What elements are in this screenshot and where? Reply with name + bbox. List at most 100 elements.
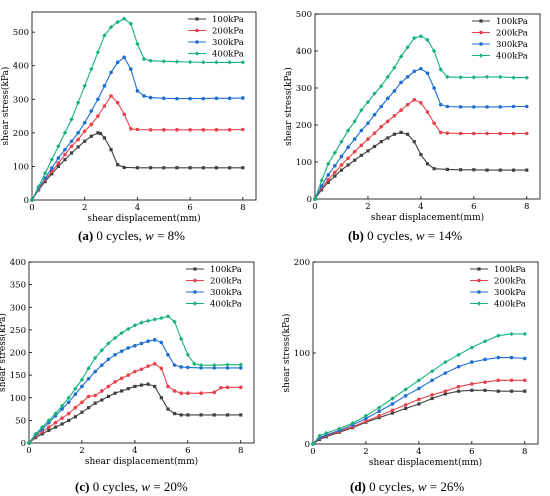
x-tick-label-d-0: 0 — [310, 447, 315, 457]
caption-a-var: w — [145, 228, 154, 243]
legend-marker-b-1 — [479, 30, 483, 35]
legend-label-b-0: 100kPa — [496, 17, 528, 27]
data-point-d-3-2 — [324, 430, 329, 436]
data-point-d-2-7 — [390, 402, 395, 406]
data-point-b-0-18 — [432, 167, 436, 171]
data-point-d-1-10 — [430, 393, 434, 397]
y-tick-label-a-1: 100 — [13, 162, 29, 172]
x-tick-label-b-4: 8 — [524, 202, 529, 212]
y-tick-label-c-2: 100 — [10, 394, 26, 404]
data-point-c-3-14 — [119, 330, 124, 336]
series-line-d-3 — [312, 333, 525, 445]
series-line-c-2 — [28, 339, 241, 444]
data-point-b-2-14 — [405, 75, 410, 79]
plot-frame-a — [31, 11, 257, 201]
data-point-b-3-0 — [312, 196, 318, 202]
caption-c: (c) 0 cycles, w = 20% — [75, 479, 188, 495]
data-point-c-1-10 — [93, 393, 97, 398]
plot-frame-b — [314, 13, 541, 200]
caption-d-var: w — [417, 479, 427, 494]
data-point-a-3-19 — [161, 59, 166, 64]
data-point-b-3-17 — [425, 37, 430, 43]
x-tick-label-c-1: 2 — [79, 446, 84, 456]
data-point-d-2-13 — [470, 360, 474, 364]
data-point-a-3-4 — [56, 144, 61, 149]
data-point-a-1-12 — [109, 94, 113, 98]
x-tick-label-d-2: 4 — [416, 447, 421, 457]
caption-b-text: 0 cycles, — [363, 228, 416, 243]
data-point-b-0-10 — [379, 140, 383, 144]
data-point-a-0-18 — [162, 166, 166, 170]
data-point-a-1-4 — [56, 161, 61, 165]
data-point-b-1-9 — [372, 131, 377, 135]
data-point-d-1-9 — [417, 397, 421, 402]
y-tick-label-c-5: 250 — [10, 326, 26, 336]
data-point-c-2-10 — [93, 369, 97, 374]
legend-marker-a-3 — [194, 51, 200, 56]
legend-label-c-3: 400kPa — [210, 300, 242, 310]
data-point-b-0-4 — [339, 168, 344, 172]
data-point-b-1-3 — [333, 170, 337, 175]
data-point-c-3-20 — [159, 315, 164, 321]
data-point-b-1-14 — [405, 102, 410, 107]
x-tick-label-d-3: 6 — [469, 447, 474, 457]
data-point-c-0-6 — [67, 418, 71, 422]
data-point-c-2-14 — [119, 349, 124, 353]
data-point-a-0-21 — [201, 166, 205, 170]
data-point-d-3-10 — [429, 369, 435, 374]
x-axis-label-c: shear displacement(mm) — [85, 456, 198, 467]
x-tick-label-c-3: 6 — [185, 446, 190, 456]
y-axis-label-b: shear stress(kPa) — [283, 67, 294, 146]
data-point-b-0-16 — [419, 153, 423, 157]
data-point-a-1-21 — [201, 128, 206, 132]
data-point-b-1-17 — [425, 110, 430, 114]
data-point-c-2-27 — [225, 366, 230, 370]
data-point-d-0-12 — [456, 389, 461, 393]
data-point-a-1-24 — [241, 127, 245, 132]
data-point-a-2-17 — [142, 94, 146, 98]
data-point-a-0-22 — [214, 166, 219, 170]
data-point-b-3-9 — [372, 91, 377, 96]
data-point-c-3-16 — [132, 323, 138, 328]
legend-marker-b-0 — [479, 19, 483, 23]
data-point-c-3-21 — [165, 314, 171, 319]
data-point-a-2-23 — [214, 96, 219, 101]
data-point-a-0-9 — [89, 134, 93, 138]
data-point-a-1-8 — [82, 129, 87, 133]
data-point-a-0-3 — [50, 172, 54, 176]
data-point-c-2-22 — [172, 363, 177, 367]
y-axis-label-c: shear stress(kPa) — [0, 313, 8, 392]
data-point-b-0-14 — [406, 132, 410, 136]
data-point-d-0-9 — [417, 402, 421, 406]
data-point-a-3-20 — [174, 59, 180, 64]
legend-marker-c-3 — [192, 301, 198, 306]
data-point-b-1-21 — [458, 131, 463, 136]
data-point-a-0-17 — [148, 166, 153, 170]
data-point-c-0-3 — [47, 428, 51, 432]
series-line-a-2 — [31, 56, 243, 201]
data-point-c-3-29 — [238, 362, 243, 367]
x-tick-label-a-1: 2 — [82, 203, 87, 213]
x-axis-label-b: shear displacement(mm) — [371, 212, 484, 223]
legend-marker-c-0 — [193, 267, 197, 271]
legend-marker-a-0 — [195, 17, 199, 21]
data-point-d-2-10 — [430, 378, 434, 383]
data-point-b-2-18 — [432, 86, 436, 90]
data-point-b-1-5 — [346, 156, 350, 161]
data-point-c-0-12 — [106, 394, 111, 398]
data-point-c-1-11 — [99, 389, 104, 393]
data-point-d-0-8 — [404, 406, 408, 411]
y-axis-label-d: shear stress(kPa) — [281, 314, 292, 393]
data-point-a-0-11 — [98, 131, 103, 136]
data-point-a-3-5 — [62, 130, 68, 136]
data-point-a-1-13 — [115, 100, 120, 105]
data-point-d-3-4 — [350, 420, 355, 426]
data-point-a-3-16 — [135, 41, 140, 47]
data-point-a-1-5 — [63, 152, 67, 157]
data-point-d-3-17 — [522, 331, 527, 337]
data-point-c-2-17 — [139, 341, 144, 346]
data-point-d-1-17 — [522, 378, 527, 383]
x-tick-label-a-0: 0 — [29, 203, 34, 213]
x-tick-label-d-4: 8 — [522, 447, 527, 457]
data-point-c-0-4 — [53, 425, 58, 429]
